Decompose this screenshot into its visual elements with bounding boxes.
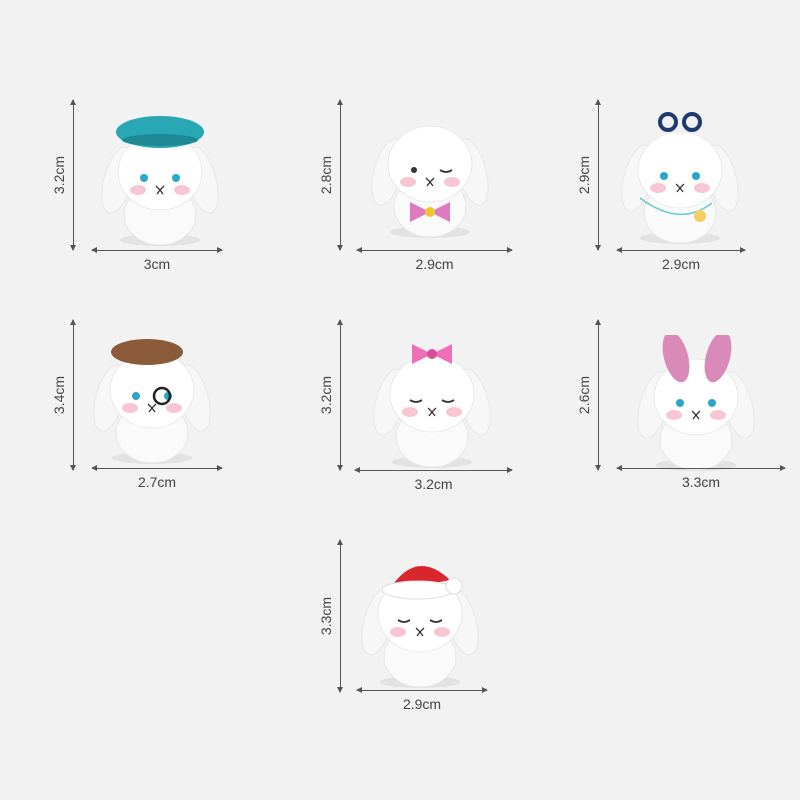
height-arrow (340, 540, 341, 692)
bunny-figurine-image (360, 552, 480, 697)
height-label: 2.8cm (318, 155, 334, 195)
arrowhead-left-icon (356, 687, 362, 693)
height-arrow (73, 100, 74, 250)
arrowhead-up-icon (595, 99, 601, 105)
width-label: 2.7cm (137, 474, 177, 490)
width-arrow (92, 250, 222, 251)
arrowhead-left-icon (356, 247, 362, 253)
width-label: 2.9cm (661, 256, 701, 272)
arrowhead-left-icon (616, 247, 622, 253)
width-label: 3.3cm (681, 474, 721, 490)
height-label: 3.2cm (318, 375, 334, 415)
height-arrow (73, 320, 74, 470)
arrowhead-right-icon (217, 247, 223, 253)
bunny-figurine-image (372, 332, 492, 477)
height-arrow (598, 320, 599, 470)
height-arrow (340, 320, 341, 470)
width-arrow (357, 690, 487, 691)
bunny-figurine-image (636, 331, 756, 480)
arrowhead-down-icon (70, 245, 76, 251)
height-label: 2.6cm (576, 375, 592, 415)
width-label: 2.9cm (415, 256, 454, 272)
width-arrow (617, 468, 785, 469)
arrowhead-up-icon (337, 99, 343, 105)
width-arrow (617, 250, 745, 251)
arrowhead-right-icon (482, 687, 488, 693)
arrowhead-left-icon (354, 467, 360, 473)
arrowhead-down-icon (70, 465, 76, 471)
height-label: 3.2cm (51, 155, 67, 195)
height-arrow (340, 100, 341, 250)
width-arrow (355, 470, 512, 471)
width-arrow (92, 468, 222, 469)
arrowhead-down-icon (595, 245, 601, 251)
arrowhead-right-icon (507, 247, 513, 253)
arrowhead-left-icon (616, 465, 622, 471)
width-label: 2.9cm (402, 696, 442, 712)
arrowhead-down-icon (595, 465, 601, 471)
arrowhead-up-icon (595, 319, 601, 325)
arrowhead-left-icon (91, 465, 97, 471)
arrowhead-right-icon (507, 467, 513, 473)
bunny-figurine-image (100, 110, 220, 255)
bunny-figurine-image (92, 328, 212, 473)
arrowhead-down-icon (337, 687, 343, 693)
arrowhead-up-icon (70, 319, 76, 325)
height-arrow (598, 100, 599, 250)
arrowhead-up-icon (337, 319, 343, 325)
arrowhead-right-icon (740, 247, 746, 253)
arrowhead-left-icon (91, 247, 97, 253)
arrowhead-up-icon (337, 539, 343, 545)
arrowhead-down-icon (337, 465, 343, 471)
arrowhead-up-icon (70, 99, 76, 105)
arrowhead-right-icon (780, 465, 786, 471)
width-label: 3cm (143, 256, 171, 272)
width-label: 3.2cm (414, 476, 453, 492)
height-label: 3.4cm (51, 375, 67, 415)
height-label: 3.3cm (318, 596, 334, 636)
bunny-figurine-image (370, 102, 490, 247)
height-label: 2.9cm (576, 155, 592, 195)
arrowhead-down-icon (337, 245, 343, 251)
arrowhead-right-icon (217, 465, 223, 471)
width-arrow (357, 250, 512, 251)
bunny-figurine-image (620, 108, 740, 253)
